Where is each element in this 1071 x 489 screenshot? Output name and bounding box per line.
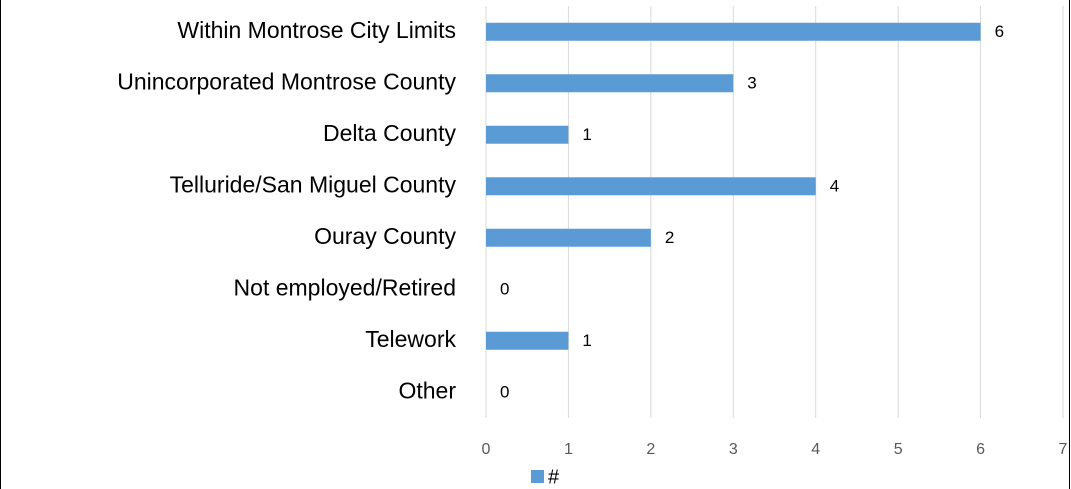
y-tick-label: Other (398, 377, 456, 403)
bar (486, 331, 569, 350)
y-tick-label: Ouray County (314, 223, 456, 249)
x-tick-label: 3 (729, 441, 738, 458)
x-tick-label: 2 (646, 441, 655, 458)
data-label: 0 (500, 280, 509, 299)
data-label: 1 (582, 125, 591, 144)
y-tick-label: Telluride/San Miguel County (170, 171, 457, 197)
y-tick-label: Delta County (323, 120, 456, 146)
x-tick-label: 1 (564, 441, 573, 458)
x-tick-label: 5 (894, 441, 903, 458)
x-tick-label: 7 (1059, 441, 1068, 458)
bar (486, 177, 816, 196)
bar (486, 74, 734, 93)
data-label: 0 (500, 383, 509, 402)
y-tick-label: Telework (365, 326, 456, 352)
y-tick-label: Unincorporated Montrose County (117, 68, 456, 94)
bar (486, 22, 981, 41)
bar (486, 228, 651, 247)
data-label: 6 (995, 22, 1004, 41)
y-tick-label: Not employed/Retired (234, 274, 456, 300)
data-label: 1 (582, 331, 591, 350)
legend-label: # (548, 466, 560, 488)
x-tick-label: 6 (976, 441, 985, 458)
x-tick-label: 4 (811, 441, 820, 458)
y-tick-label: Within Montrose City Limits (177, 17, 456, 43)
x-tick-label: 0 (482, 441, 491, 458)
legend-swatch (531, 470, 544, 483)
data-label: 3 (747, 74, 756, 93)
data-label: 2 (665, 228, 674, 247)
bar (486, 125, 569, 144)
data-label: 4 (830, 177, 839, 196)
